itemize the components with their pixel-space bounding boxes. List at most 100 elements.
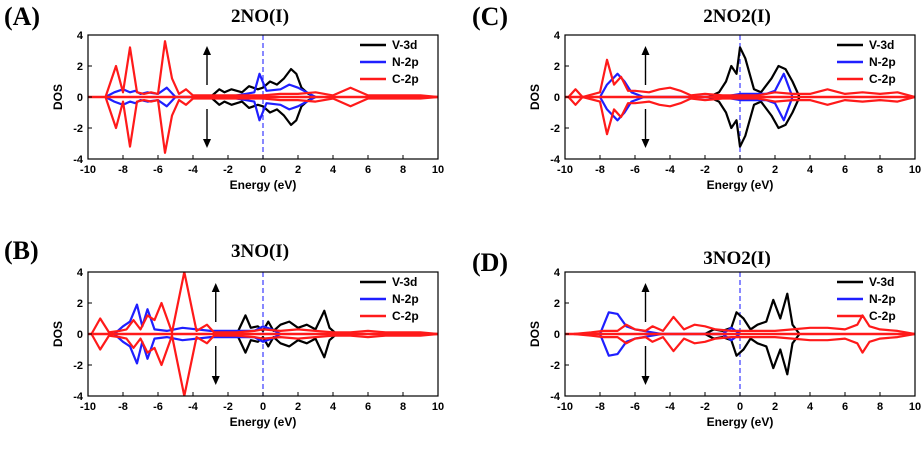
x-tick-label: 6 [842,401,848,413]
panel-letter-c: (C) [472,2,509,31]
x-tick-label: 6 [365,401,371,413]
legend-label-c-2p: C-2p [392,309,419,323]
y-tick-label: -2 [550,123,560,135]
x-tick-label: 10 [909,401,921,413]
x-tick-label: -4 [665,401,676,413]
legend-label-n-2p: N-2p [869,55,896,69]
x-tick-label: -4 [188,164,199,176]
series-c-2p-spin-up [104,40,438,99]
series-c-2p-spin-down [90,332,438,396]
x-tick-label: 2 [772,164,778,176]
panel-title-d: 3NO2(I) [703,248,771,269]
x-tick-label: 0 [737,401,743,413]
y-tick-label: -4 [550,391,561,403]
dos-panel-2: -10 -8 -6 -4 -2 0 2 4 6 8 10 -4 -2 0 2 4 Energy (eV) DOS V… [51,267,444,429]
dos-panel-3: -10 -8 -6 -4 -2 0 2 4 6 8 10 -4 -2 0 2 4 Energy (eV) DOS V… [528,30,921,192]
spin-down-arrowhead [641,376,650,385]
legend-label-c-2p: C-2p [869,309,896,323]
panel-title-b: 3NO(I) [230,241,290,262]
x-tick-label: -2 [700,164,710,176]
x-tick-label: 0 [737,164,743,176]
series-v-3d-spin-down [235,333,338,359]
series-v-3d-spin-down [209,95,316,126]
y-tick-label: 2 [554,298,560,310]
y-axis-title: DOS [528,84,542,110]
y-tick-label: -4 [73,391,84,403]
series-group [88,40,438,154]
x-tick-label: -6 [630,164,640,176]
spin-up-arrowhead [641,283,650,292]
spin-up-arrowhead [641,46,650,55]
x-tick-label: -6 [630,401,640,413]
y-tick-label: -2 [550,360,560,372]
panel-title-a: 2NO(I) [230,6,290,27]
series-c-2p-spin-down [104,95,438,154]
x-tick-label: 2 [295,164,301,176]
x-tick-label: -8 [118,401,128,413]
y-tick-label: -4 [550,154,561,166]
series-c-2p-spin-down [567,95,915,136]
spin-down-arrowhead [641,139,650,148]
x-tick-label: 8 [877,401,883,413]
y-tick-label: 4 [77,30,84,42]
series-group [565,46,915,148]
x-axis-title: Energy (eV) [230,178,297,192]
x-tick-label: 4 [807,401,814,413]
y-tick-label: 2 [554,61,560,73]
x-tick-label: 10 [432,164,444,176]
y-axis-title: DOS [528,321,542,347]
series-c-2p-spin-up [573,314,915,336]
x-tick-label: 8 [877,164,883,176]
x-tick-label: -10 [557,164,573,176]
y-tick-label: -2 [73,123,83,135]
panel-title-c: 2NO2(I) [703,6,771,27]
legend-label-c-2p: C-2p [869,72,896,86]
series-n-2p-spin-down [113,333,282,365]
y-tick-label: 0 [554,329,560,341]
x-tick-label: 4 [330,164,337,176]
y-tick-label: 0 [77,92,83,104]
x-axis-title: Energy (eV) [707,178,774,192]
y-tick-label: 4 [554,267,561,279]
x-tick-label: 0 [260,401,266,413]
x-tick-label: -4 [188,401,199,413]
legend-label-v-3d: V-3d [869,275,894,289]
series-v-3d-spin-up [708,46,801,99]
x-tick-label: 10 [432,401,444,413]
y-tick-label: 0 [77,329,83,341]
spin-down-arrowhead [203,139,211,148]
y-axis-title: DOS [51,321,65,347]
spin-up-arrowhead [211,283,220,292]
x-tick-label: -10 [80,401,96,413]
series-v-3d-spin-up [235,309,338,335]
series-n-2p-spin-up [113,303,282,335]
series-v-3d-spin-down [704,333,801,376]
x-axis-title: Energy (eV) [707,415,774,429]
legend-label-n-2p: N-2p [392,55,419,69]
series-group [88,272,438,396]
x-tick-label: 2 [772,401,778,413]
legend-label-v-3d: V-3d [392,38,417,52]
x-tick-label: -2 [223,164,233,176]
legend-label-n-2p: N-2p [869,292,896,306]
x-tick-label: -8 [118,164,128,176]
x-tick-label: -10 [80,164,96,176]
x-tick-label: -10 [557,401,573,413]
y-tick-label: 2 [77,298,83,310]
x-tick-label: -8 [595,164,605,176]
y-tick-label: -4 [73,154,84,166]
y-tick-label: 4 [554,30,561,42]
dos-panel-1: -10 -8 -6 -4 -2 0 2 4 6 8 10 -4 -2 0 2 4 Energy (eV) DOS V… [51,30,444,192]
x-tick-label: 4 [330,401,337,413]
x-tick-label: -2 [700,401,710,413]
series-c-2p-spin-up [567,58,915,99]
x-tick-label: 6 [365,164,371,176]
panel-letter-d: (D) [472,248,509,277]
x-tick-label: 8 [400,401,406,413]
x-tick-label: -2 [223,401,233,413]
x-axis-title: Energy (eV) [230,415,297,429]
y-tick-label: 0 [554,92,560,104]
series-v-3d-spin-up [704,292,801,335]
legend-label-n-2p: N-2p [392,292,419,306]
